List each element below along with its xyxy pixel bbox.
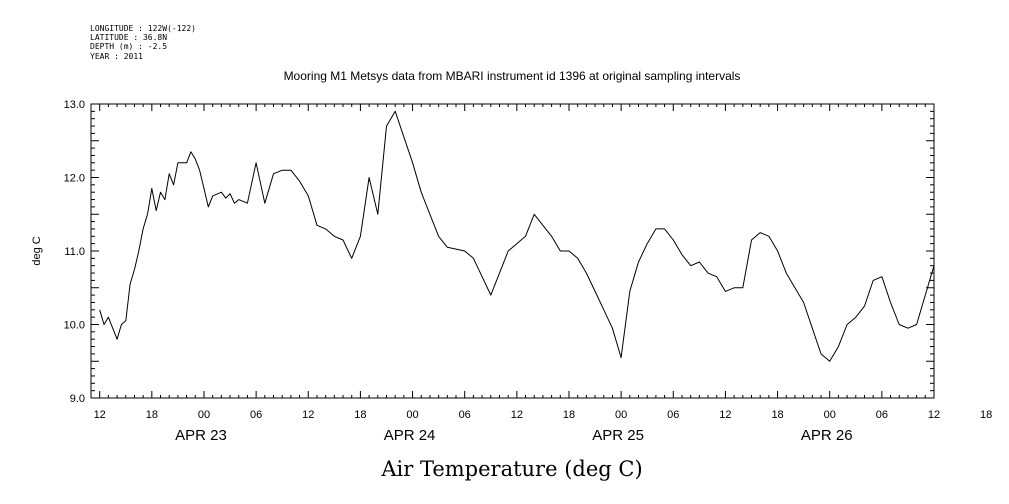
date-label: APR 26: [801, 427, 853, 444]
x-tick-label: 18: [354, 409, 366, 421]
x-tick-label: 12: [719, 409, 731, 421]
x-tick-label: 18: [146, 409, 158, 421]
header-depth: DEPTH (m) : -2.5: [90, 42, 167, 51]
y-tick-label: 10.0: [64, 320, 85, 332]
y-tick-label: 12.0: [64, 173, 85, 185]
series-line: [99, 110, 935, 362]
x-tick-label: 12: [94, 409, 106, 421]
chart-title: Mooring M1 Metsys data from MBARI instru…: [284, 69, 741, 83]
x-tick-label: 06: [459, 409, 471, 421]
y-tick-label: 13.0: [64, 99, 85, 111]
x-tick-label: 00: [615, 409, 627, 421]
y-axis: 9.0 10.0 11.0 12.0 13.0: [64, 99, 934, 405]
header-latitude: LATITUDE : 36.8N: [90, 33, 167, 42]
date-label: APR 24: [384, 427, 436, 444]
x-tick-label: 18: [771, 409, 783, 421]
x-tick-label: 18: [563, 409, 575, 421]
x-tick-label: 00: [198, 409, 210, 421]
x-tick-label: 12: [511, 409, 523, 421]
y-tick-label: 11.0: [64, 246, 85, 258]
y-axis-label: deg C: [31, 236, 43, 265]
x-tick-label: 18: [980, 409, 992, 421]
x-axis: 1218000612180006121800061218000612180006…: [90, 104, 992, 444]
x-tick-label: 06: [667, 409, 679, 421]
series-layer: [99, 110, 935, 362]
plot-frame: [90, 103, 935, 399]
y-tick-label: 9.0: [70, 393, 85, 405]
x-tick-label: 06: [876, 409, 888, 421]
x-tick-label: 00: [406, 409, 418, 421]
header-longitude: LONGITUDE : 122W(-122): [90, 24, 196, 33]
x-tick-label: 00: [824, 409, 836, 421]
header-year: YEAR : 2011: [90, 52, 143, 61]
x-axis-label: Air Temperature (deg C): [380, 457, 642, 481]
x-tick-label: 12: [928, 409, 940, 421]
date-label: APR 25: [592, 427, 644, 444]
x-tick-label: 06: [250, 409, 262, 421]
date-label: APR 23: [175, 427, 227, 444]
x-tick-label: 12: [302, 409, 314, 421]
